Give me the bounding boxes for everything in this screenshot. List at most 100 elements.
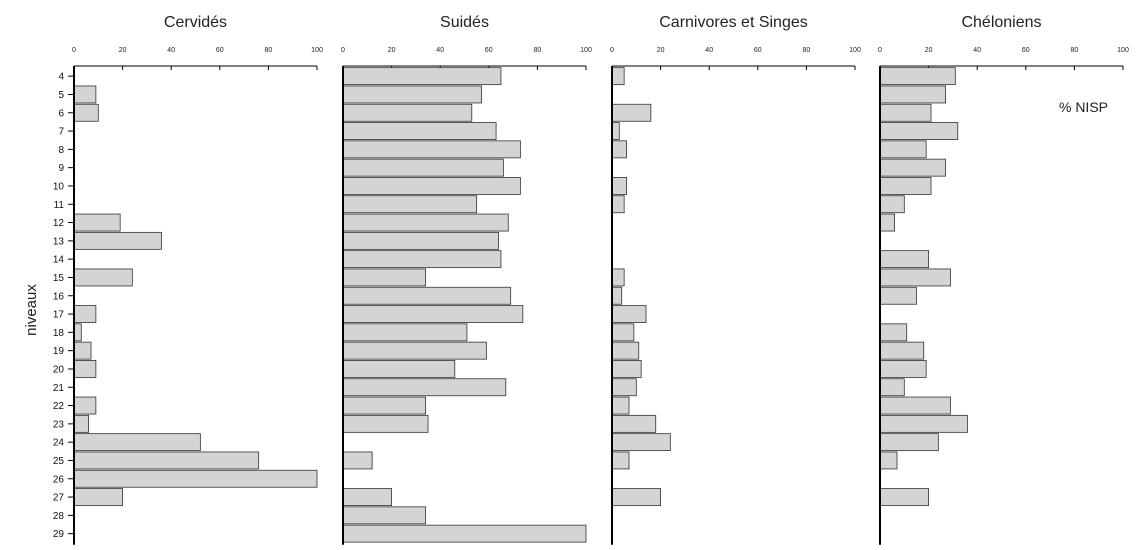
level-label: 28 (53, 511, 65, 522)
bar (73, 231, 162, 250)
bar (73, 323, 82, 342)
bar (879, 213, 895, 232)
bar (611, 451, 630, 470)
bar (342, 286, 512, 305)
bar (611, 488, 661, 506)
y-axis-label: niveaux (23, 284, 40, 336)
level-label: 8 (58, 145, 64, 156)
bar (342, 85, 482, 104)
bar (879, 341, 925, 360)
bar (342, 250, 502, 269)
bar (73, 305, 97, 323)
bar (879, 378, 905, 397)
level-label: 29 (53, 529, 65, 540)
x-tick-label: 80 (534, 47, 542, 54)
bar (73, 396, 97, 415)
x-tick-label: 60 (485, 47, 493, 54)
level-label: 6 (58, 108, 64, 119)
bar (73, 433, 201, 452)
bar (611, 396, 630, 415)
bar (342, 140, 521, 159)
x-tick-label: 40 (436, 47, 444, 54)
bar (611, 378, 637, 397)
bar (611, 195, 625, 214)
bar (342, 378, 507, 397)
x-tick-label: 0 (878, 47, 882, 54)
x-tick-label: 100 (311, 47, 323, 54)
level-label: 12 (53, 218, 65, 229)
x-tick-label: 20 (388, 47, 396, 54)
bar (879, 122, 959, 140)
bar (879, 488, 929, 506)
bar (611, 67, 625, 86)
level-label: 27 (53, 493, 65, 504)
x-tick-label: 40 (705, 47, 713, 54)
bar (879, 414, 968, 433)
x-tick-label: 20 (657, 47, 665, 54)
level-labels: 4 5 6 7 8 9 10 11 12 13 14 15 16 17 18 19 20 21 22 23 24 25 26… (53, 72, 74, 540)
x-tick-label: 20 (925, 47, 933, 54)
bar (73, 268, 133, 287)
bar (342, 268, 427, 287)
x-tick-label: 20 (119, 47, 127, 54)
x-tick-label: 0 (610, 47, 614, 54)
bar (342, 305, 524, 323)
bar (611, 122, 620, 140)
level-label: 10 (53, 181, 65, 192)
bar (611, 414, 657, 433)
bar (342, 122, 497, 140)
panel-title: Carnivores et Singes (659, 14, 808, 31)
x-tick-label: 100 (1117, 47, 1129, 54)
bar (73, 85, 97, 104)
x-tick-label: 60 (754, 47, 762, 54)
bar (879, 195, 905, 214)
level-label: 21 (53, 383, 65, 394)
level-label: 13 (53, 236, 65, 247)
unit-label: % NISP (1059, 99, 1108, 115)
bar (879, 286, 917, 305)
bar (879, 140, 927, 159)
x-tick-label: 100 (849, 47, 861, 54)
x-tick-label: 80 (265, 47, 273, 54)
bar (879, 103, 932, 122)
level-label: 17 (53, 310, 65, 321)
bar (342, 506, 427, 525)
level-label: 15 (53, 273, 65, 284)
bar (879, 67, 956, 86)
bar (879, 85, 947, 104)
bar (73, 488, 123, 506)
level-label: 16 (53, 291, 65, 302)
x-tick-label: 0 (341, 47, 345, 54)
level-label: 19 (53, 346, 65, 357)
x-tick-label: 60 (216, 47, 224, 54)
bar (342, 67, 502, 86)
bar (879, 451, 898, 470)
bar (611, 341, 640, 360)
bar (611, 305, 647, 323)
bar (73, 469, 318, 488)
bar (611, 103, 652, 122)
x-tick-label: 0 (72, 47, 76, 54)
bar (73, 414, 89, 433)
bar (342, 524, 587, 543)
bar (879, 177, 932, 195)
level-label: 7 (58, 127, 64, 138)
bar (611, 140, 627, 159)
panel-title: Chéloniens (961, 14, 1041, 31)
bar (342, 231, 499, 250)
bar (611, 433, 671, 452)
x-tick-label: 40 (973, 47, 981, 54)
level-label: 26 (53, 474, 65, 485)
level-label: 24 (53, 438, 65, 449)
bar (611, 360, 642, 378)
level-label: 5 (58, 90, 64, 101)
level-label: 23 (53, 419, 65, 430)
bar (611, 177, 627, 195)
level-label: 9 (58, 163, 64, 174)
bar (342, 177, 521, 195)
bar (73, 360, 97, 378)
bar (73, 103, 99, 122)
bar (879, 360, 927, 378)
x-tick-label: 60 (1022, 47, 1030, 54)
